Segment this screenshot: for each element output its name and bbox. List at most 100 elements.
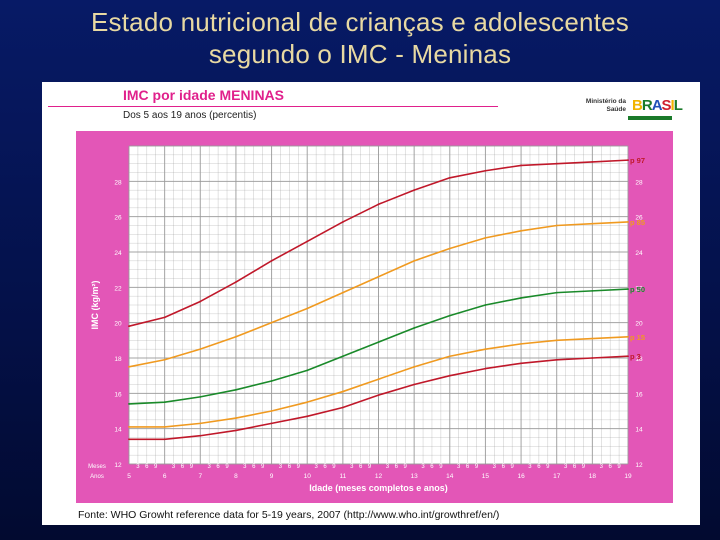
x-year-tick-label: 17 — [553, 473, 561, 480]
data-point — [163, 401, 166, 404]
years-row-label: Anos — [90, 474, 104, 480]
months-row-label: Meses — [88, 464, 106, 470]
data-point — [484, 367, 487, 370]
x-month-tick-label: 6 — [252, 464, 256, 470]
x-year-tick-label: 18 — [589, 473, 597, 480]
data-point — [270, 259, 273, 262]
data-point — [377, 394, 380, 396]
data-point — [306, 307, 309, 310]
data-point — [163, 426, 166, 428]
x-month-tick-label: 6 — [323, 464, 327, 470]
chart-subtitle: Dos 5 aos 19 anos (percentis) — [123, 110, 257, 121]
x-month-tick-label: 9 — [439, 464, 443, 470]
brasil-logo-letter: S — [661, 97, 672, 114]
x-month-tick-label: 9 — [510, 464, 514, 470]
data-point — [341, 406, 344, 409]
data-point — [555, 339, 558, 342]
x-year-tick-label: 5 — [127, 473, 131, 480]
x-year-tick-label: 7 — [198, 473, 202, 480]
data-point — [377, 203, 380, 206]
data-point — [270, 321, 273, 324]
data-point — [306, 415, 309, 418]
data-point — [413, 327, 416, 329]
x-month-tick-label: 9 — [154, 464, 158, 470]
source-note: Fonte: WHO Growht reference data for 5-1… — [78, 509, 500, 521]
x-year-tick-label: 8 — [234, 473, 238, 480]
series-label: p 3 — [630, 352, 641, 361]
series-label: p 15 — [630, 333, 645, 342]
data-point — [270, 380, 273, 382]
x-year-tick-label: 11 — [339, 473, 346, 480]
y-tick-label-left: 24 — [114, 250, 122, 257]
data-point — [555, 162, 558, 165]
data-point — [235, 429, 237, 432]
slide-title: Estado nutricional de crianças e adolesc… — [0, 6, 720, 70]
data-point — [520, 164, 522, 167]
x-month-tick-label: 9 — [582, 464, 586, 470]
data-point — [484, 169, 487, 172]
data-point — [520, 362, 522, 365]
x-month-tick-label: 9 — [225, 464, 229, 470]
x-month-tick-label: 6 — [609, 464, 613, 470]
x-month-tick-label: 6 — [430, 464, 434, 470]
data-point — [520, 342, 522, 345]
x-month-tick-label: 9 — [297, 464, 301, 470]
percentile-curves — [128, 159, 629, 441]
data-point — [484, 304, 487, 306]
data-point — [377, 275, 380, 278]
x-month-tick-label: 3 — [421, 464, 425, 470]
series-labels: p 97 p 85 p 50 p 15 p 3 — [630, 156, 645, 361]
brasil-logo-letter: B — [632, 97, 643, 114]
x-month-tick-label: 6 — [216, 464, 220, 470]
data-point — [199, 348, 202, 351]
brasil-logo-stripe — [628, 116, 672, 120]
x-month-tick-label: 3 — [279, 464, 283, 470]
data-point — [520, 297, 522, 299]
data-point — [306, 401, 309, 404]
x-month-tick-label: 6 — [502, 464, 506, 470]
series-label: p 97 — [630, 156, 645, 165]
x-year-tick-label: 6 — [163, 473, 167, 480]
y-tick-label-left: 26 — [114, 215, 122, 222]
x-month-tick-label: 6 — [359, 464, 363, 470]
x-month-tick-label: 3 — [386, 464, 390, 470]
data-point — [199, 395, 202, 398]
data-point — [199, 300, 202, 303]
y-tick-label-left: 16 — [114, 391, 122, 398]
data-point — [555, 291, 558, 294]
data-point — [448, 374, 451, 377]
y-tick-label-left: 18 — [114, 356, 122, 363]
data-point — [235, 417, 237, 419]
data-point — [484, 236, 487, 239]
y-tick-label-right: 22 — [635, 285, 643, 292]
data-point — [413, 259, 416, 262]
x-year-tick-label: 13 — [411, 473, 419, 480]
data-point — [235, 335, 237, 338]
x-axis-title: Idade (meses completos e anos) — [309, 483, 448, 493]
data-point — [128, 438, 130, 441]
brasil-logo-letter: R — [641, 97, 653, 114]
ministry-logo-text: Ministério da Saúde — [585, 98, 626, 113]
x-month-tick-label: 3 — [350, 464, 354, 470]
data-point — [413, 365, 416, 368]
y-tick-label-left: 28 — [114, 179, 122, 186]
x-month-tick-label: 9 — [617, 464, 621, 470]
x-month-tick-label: 9 — [475, 464, 479, 470]
x-month-tick-label: 3 — [600, 464, 604, 470]
data-point — [235, 388, 237, 391]
x-year-tick-label: 14 — [446, 473, 454, 480]
x-month-tick-label: 6 — [573, 464, 577, 470]
x-month-tick-label: 9 — [404, 464, 408, 470]
y-tick-label-right: 20 — [635, 321, 643, 328]
data-point — [235, 281, 237, 283]
x-month-tick-label: 3 — [314, 464, 318, 470]
y-tick-label-right: 18 — [635, 356, 643, 363]
data-point — [163, 358, 166, 361]
y-tick-label-left: 12 — [114, 462, 122, 469]
brasil-logo-letter: L — [673, 97, 683, 114]
data-point — [627, 335, 629, 338]
y-tick-label-right: 16 — [635, 391, 643, 398]
y-tick-label-left: 22 — [114, 285, 122, 292]
x-month-tick-label: 6 — [466, 464, 470, 470]
data-point — [163, 438, 166, 441]
